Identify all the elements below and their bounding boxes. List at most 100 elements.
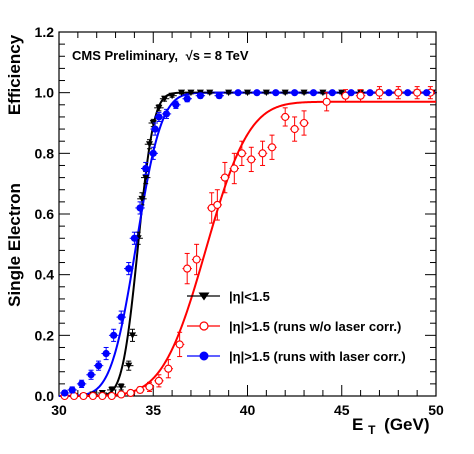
marker-filled-circle (328, 89, 336, 97)
marker-triangle (145, 141, 153, 148)
data-point-series-0 (223, 89, 234, 97)
data-point-series-2 (271, 89, 281, 97)
data-point-series-1 (182, 252, 192, 285)
data-point-series-1 (206, 192, 217, 224)
data-point-series-2 (289, 89, 300, 97)
y-tick-label: 0.4 (35, 267, 55, 283)
data-point-series-0 (186, 89, 196, 97)
y-tick-label: 1.2 (35, 24, 55, 40)
marker-filled-circle (183, 95, 191, 103)
data-point-series-2 (403, 89, 413, 97)
marker-open-circle (258, 149, 267, 158)
data-point-series-0 (167, 92, 177, 100)
data-point-series-0 (280, 89, 290, 97)
marker-triangle (187, 89, 195, 97)
marker-filled-circle (102, 349, 110, 358)
marker-open-circle (183, 264, 192, 273)
x-tick-label: 50 (428, 402, 444, 418)
data-point-series-1 (163, 359, 174, 379)
data-point-series-2 (384, 89, 394, 97)
legend-marker-barrel (198, 292, 210, 301)
y-tick-label: 0.2 (35, 327, 55, 343)
marker-open-circle (247, 155, 256, 164)
marker-open-circle (356, 91, 365, 100)
data-point-series-2 (195, 92, 206, 100)
marker-filled-circle (110, 331, 118, 339)
data-point-series-2 (129, 231, 140, 245)
marker-filled-circle (215, 92, 223, 100)
marker-filled-circle (117, 313, 125, 321)
y-axis-label-top: Efficiency (5, 34, 24, 115)
x-axis-label-unit: (GeV) (384, 415, 429, 434)
marker-open-circle (230, 164, 239, 173)
marker-filled-circle (155, 113, 163, 121)
data-point-series-2 (108, 328, 119, 342)
data-point-series-2 (116, 310, 126, 324)
marker-open-circle (220, 173, 229, 182)
legend: |η|<1.5 |η|>1.5 (runs w/o laser corr.) |… (187, 289, 406, 364)
marker-filled-circle (78, 380, 86, 388)
marker-open-circle (136, 385, 145, 394)
marker-triangle (155, 104, 163, 112)
legend-entry-endcap-laser: |η|>1.5 (runs with laser corr.) (187, 349, 406, 364)
data-point-series-1 (154, 374, 164, 388)
data-point-series-1 (374, 86, 385, 100)
data-point-series-1 (78, 391, 89, 401)
marker-open-circle (267, 143, 277, 152)
marker-filled-circle (385, 89, 393, 97)
data-point-series-0 (127, 328, 138, 342)
marker-triangle (281, 89, 289, 97)
legend-marker-endcap-laser (199, 351, 209, 361)
marker-filled-circle (151, 125, 159, 133)
data-point-series-1 (289, 116, 300, 142)
data-point-series-1 (355, 89, 366, 103)
axis-tick-labels: 30 35 40 45 50 0.0 0.2 0.4 0.6 0.8 1.0 1.2 (35, 24, 444, 418)
data-point-series-0 (205, 89, 215, 97)
x-axis-label-subscript: T (368, 423, 376, 437)
marker-open-circle (299, 118, 309, 128)
marker-filled-circle (94, 362, 103, 370)
y-tick-label: 0.0 (35, 388, 55, 404)
legend-marker-endcap-no-laser (199, 321, 209, 331)
data-point-series-1 (321, 92, 332, 112)
data-point-series-2 (101, 346, 111, 361)
data-point-series-1 (135, 385, 145, 394)
legend-entry-barrel: |η|<1.5 (187, 289, 270, 304)
marker-open-circle (107, 391, 116, 401)
annotation-sqrt-s: √s = 8 TeV (186, 48, 249, 63)
marker-triangle (319, 89, 327, 97)
marker-open-circle (394, 88, 403, 97)
data-point-series-2 (308, 89, 319, 97)
data-point-series-2 (86, 369, 96, 380)
marker-triangle (125, 362, 133, 370)
data-point-series-1 (280, 107, 290, 127)
data-point-series-2 (346, 89, 356, 97)
marker-filled-circle (404, 89, 412, 97)
data-point-series-2 (124, 262, 134, 276)
data-point-series-1 (125, 388, 136, 398)
data-point-series-1 (116, 390, 126, 399)
marker-filled-circle (172, 101, 180, 109)
marker-open-circle (117, 390, 126, 399)
marker-open-circle (281, 112, 290, 121)
cms-annotation: CMS Preliminary, √s = 8 TeV (72, 48, 249, 63)
data-point-series-1 (107, 391, 117, 401)
marker-filled-circle (196, 92, 204, 100)
data-point-series-0 (242, 89, 253, 97)
marker-filled-circle (272, 89, 280, 97)
marker-filled-circle (136, 204, 144, 212)
data-point-series-2 (161, 108, 172, 119)
data-point-series-2 (171, 100, 181, 109)
marker-triangle (262, 89, 270, 97)
marker-filled-circle (422, 89, 431, 97)
marker-open-circle (154, 376, 163, 385)
marker-triangle (338, 89, 346, 97)
data-point-series-1 (144, 381, 155, 392)
data-point-series-2 (182, 95, 192, 103)
data-point-series-0 (261, 89, 272, 97)
data-point-series-1 (393, 86, 404, 100)
marker-open-circle (79, 391, 88, 401)
data-point-series-1 (212, 189, 223, 221)
x-tick-label: 40 (240, 402, 256, 418)
marker-filled-circle (234, 89, 242, 97)
